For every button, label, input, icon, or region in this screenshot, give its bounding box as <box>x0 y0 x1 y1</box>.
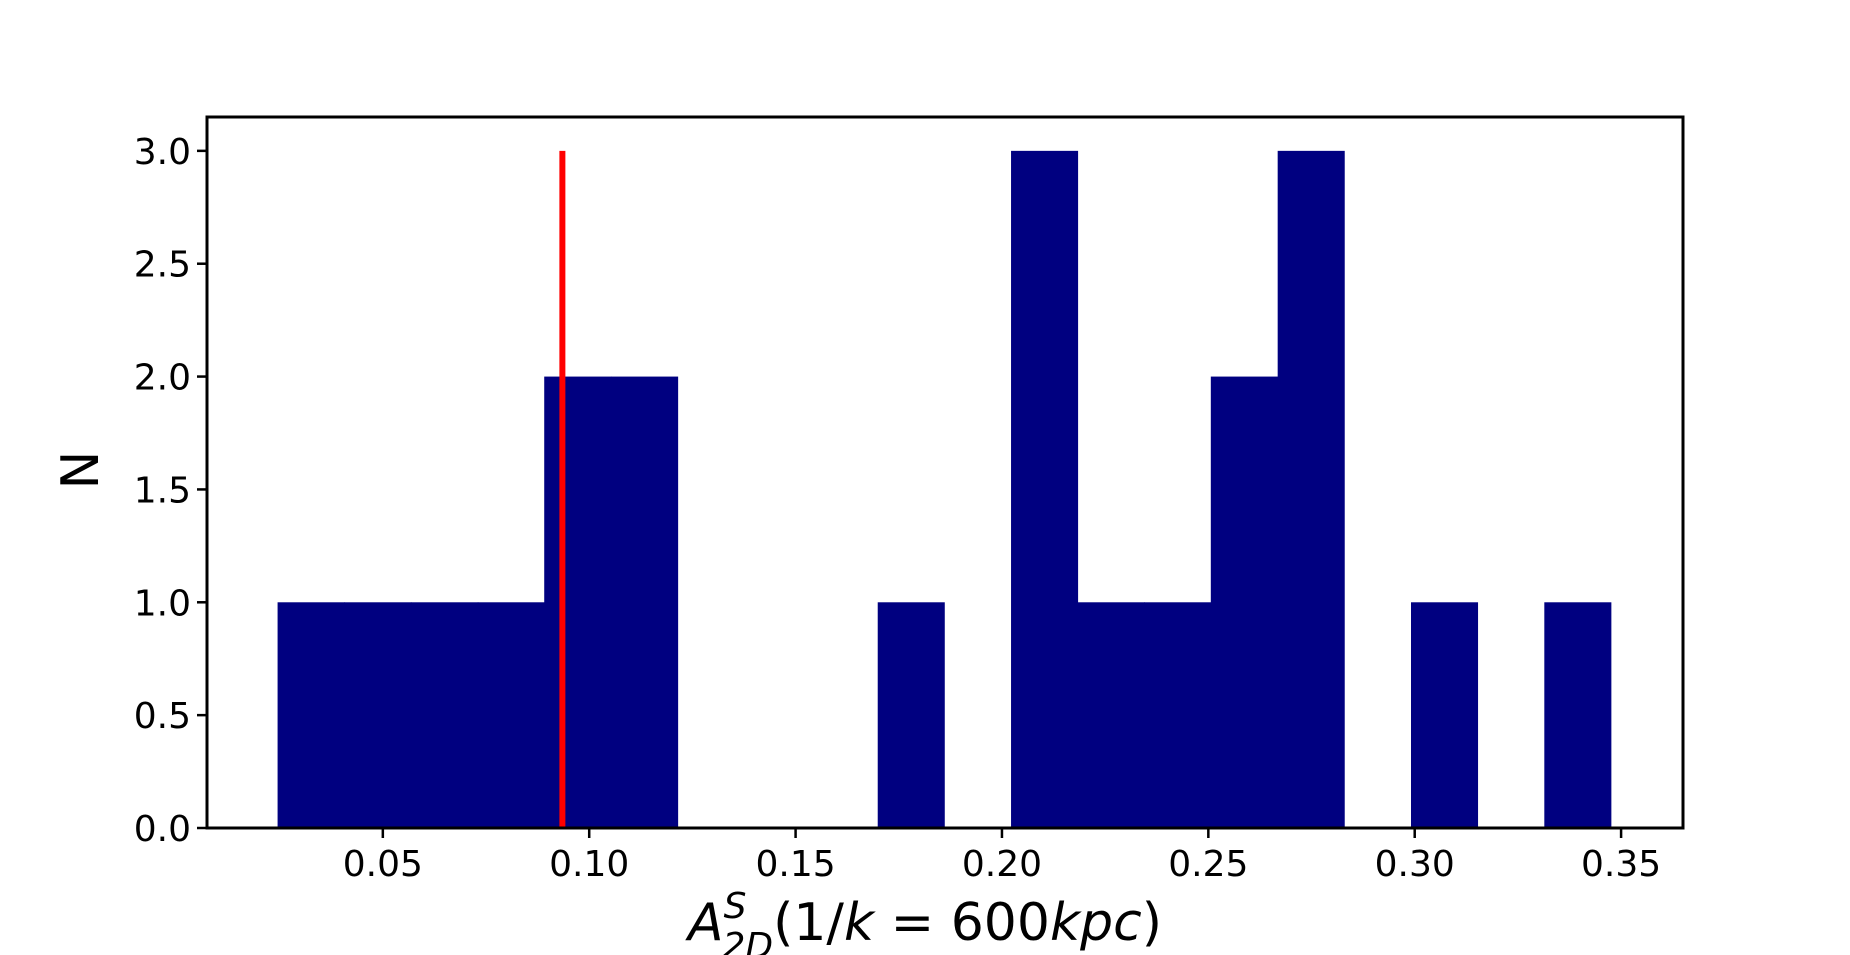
y-tick-label: 2.0 <box>134 358 191 399</box>
histogram-bar <box>877 602 945 828</box>
histogram-bar <box>1277 150 1345 828</box>
histogram-bar <box>1144 602 1212 828</box>
y-tick-label: 0.0 <box>134 809 191 850</box>
x-axis-label-unit: kpc <box>1050 893 1142 953</box>
x-axis-label-open: (1/ <box>773 893 844 953</box>
x-axis-label: AS 2D(1/k = 600kpc) <box>685 886 1162 955</box>
x-tick-label: 0.10 <box>549 844 629 885</box>
y-tick-label: 1.5 <box>134 470 191 511</box>
x-tick-label: 0.30 <box>1375 844 1455 885</box>
x-tick-label: 0.15 <box>756 844 836 885</box>
histogram-bar <box>410 602 479 828</box>
histogram-bar <box>477 602 545 828</box>
histogram-bar <box>1011 150 1079 828</box>
x-tick-label: 0.35 <box>1581 844 1661 885</box>
x-tick-label: 0.25 <box>1168 844 1248 885</box>
histogram-bar <box>1210 376 1279 828</box>
histogram-bar <box>344 602 412 828</box>
x-axis-ticks: 0.05 0.10 0.15 0.20 0.25 0.30 0.35 <box>343 828 1661 885</box>
histogram-bar <box>544 376 612 828</box>
x-axis-label-eq: = <box>874 893 951 953</box>
y-tick-label: 3.0 <box>134 132 191 173</box>
y-tick-label: 1.0 <box>134 583 191 624</box>
y-tick-label: 0.5 <box>134 696 191 737</box>
x-axis-label-subscript: 2D <box>722 926 773 955</box>
x-axis-label-k: k <box>844 893 876 953</box>
histogram-bar <box>611 376 679 828</box>
x-axis-label-close: ) <box>1142 893 1162 953</box>
x-axis-label-num: 600 <box>951 893 1050 953</box>
y-tick-label: 2.5 <box>134 245 191 286</box>
x-axis-label-base: A <box>685 893 724 953</box>
y-axis-ticks: 0.0 0.5 1.0 1.5 2.0 2.5 3.0 <box>134 132 207 850</box>
histogram-bar <box>277 602 346 828</box>
histogram-bar <box>1544 602 1612 828</box>
x-tick-label: 0.05 <box>343 844 423 885</box>
x-tick-label: 0.20 <box>962 844 1042 885</box>
histogram-bar <box>1077 602 1145 828</box>
plot-frame <box>205 115 1685 830</box>
x-axis-label-superscript: S <box>724 886 747 927</box>
histogram-bar <box>1410 602 1479 828</box>
histogram-bars <box>277 150 1612 828</box>
y-axis-label: N <box>51 451 111 490</box>
